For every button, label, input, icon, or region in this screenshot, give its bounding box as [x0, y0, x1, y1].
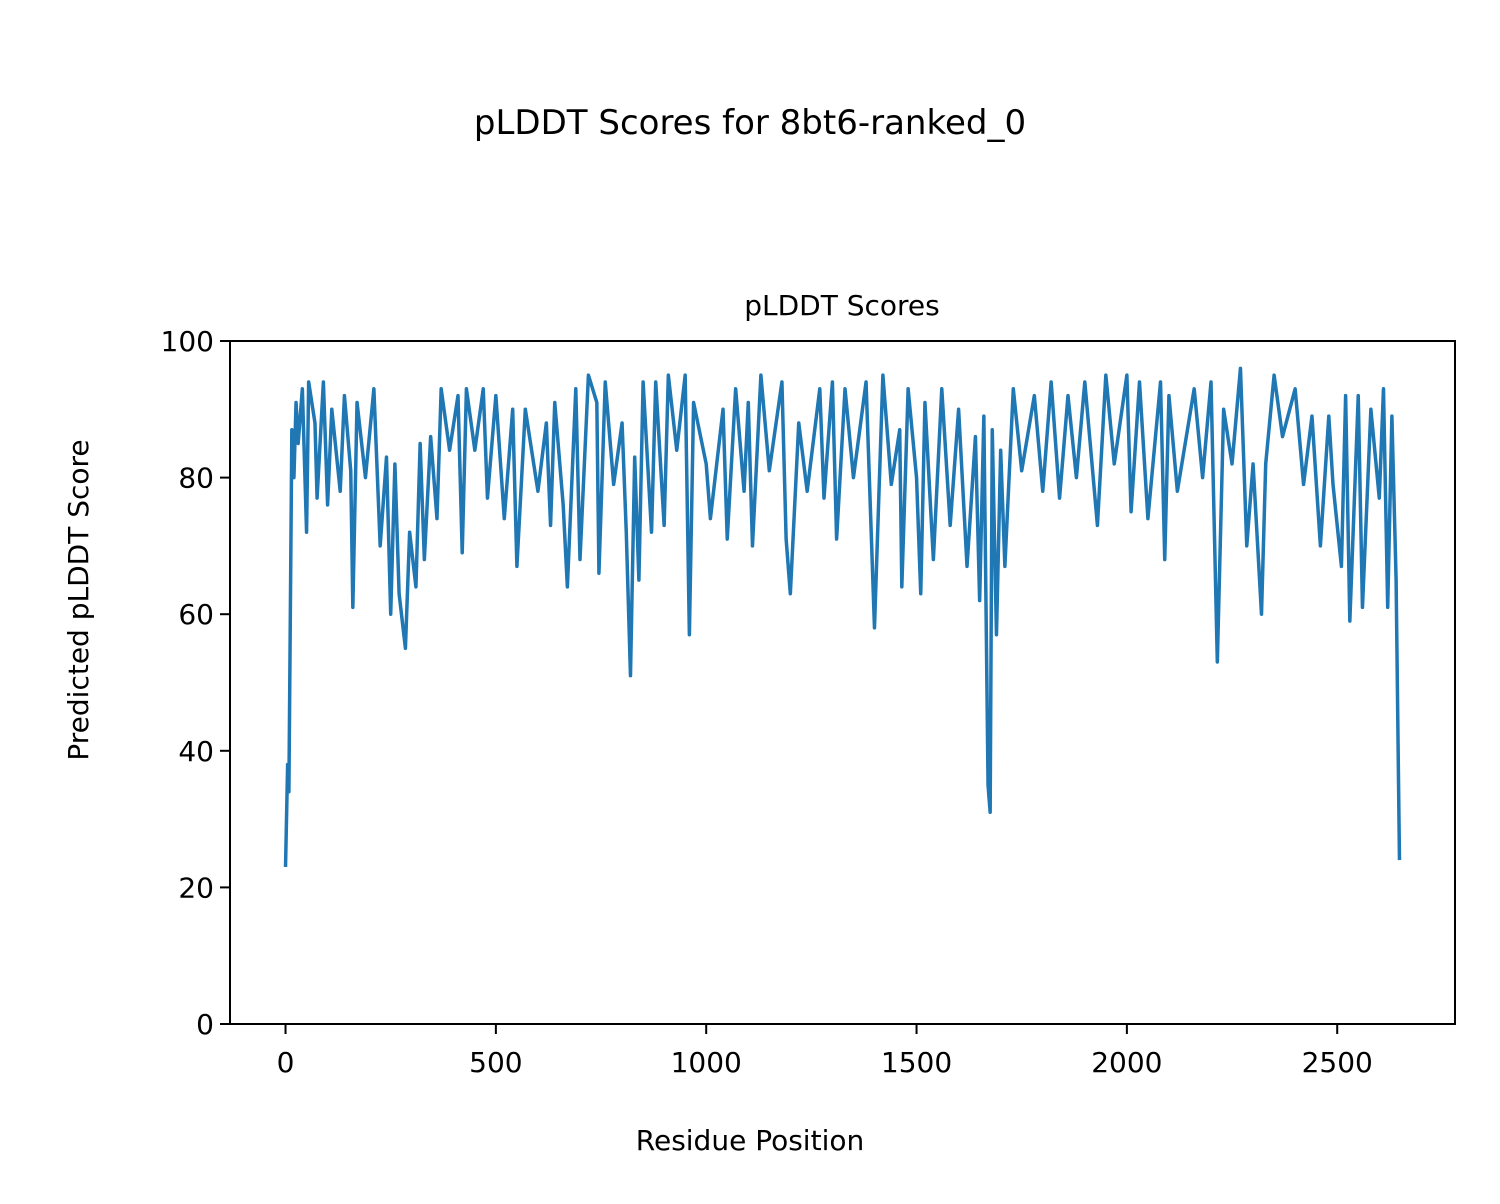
x-tick-label: 0	[277, 1046, 295, 1079]
y-tick-label: 60	[178, 598, 214, 631]
y-axis-label: Predicted pLDDT Score	[62, 439, 95, 760]
x-axis-label: Residue Position	[636, 1124, 864, 1157]
series-line	[283, 366, 1402, 867]
x-tick-label: 2500	[1302, 1046, 1373, 1079]
plot-frame	[229, 340, 1456, 1025]
y-tick-label: 0	[196, 1008, 214, 1041]
y-tick-label: 20	[178, 871, 214, 904]
y-tick-label: 80	[178, 462, 214, 495]
x-tick-label: 2000	[1091, 1046, 1162, 1079]
x-tick-label: 1000	[671, 1046, 742, 1079]
x-tick-label: 500	[469, 1046, 522, 1079]
y-tick-label: 100	[161, 325, 214, 358]
y-tick-label: 40	[178, 735, 214, 768]
x-tick-label: 1500	[881, 1046, 952, 1079]
chart-title: pLDDT Scores	[744, 289, 940, 322]
figure-title: pLDDT Scores for 8bt6-ranked_0	[474, 103, 1026, 143]
